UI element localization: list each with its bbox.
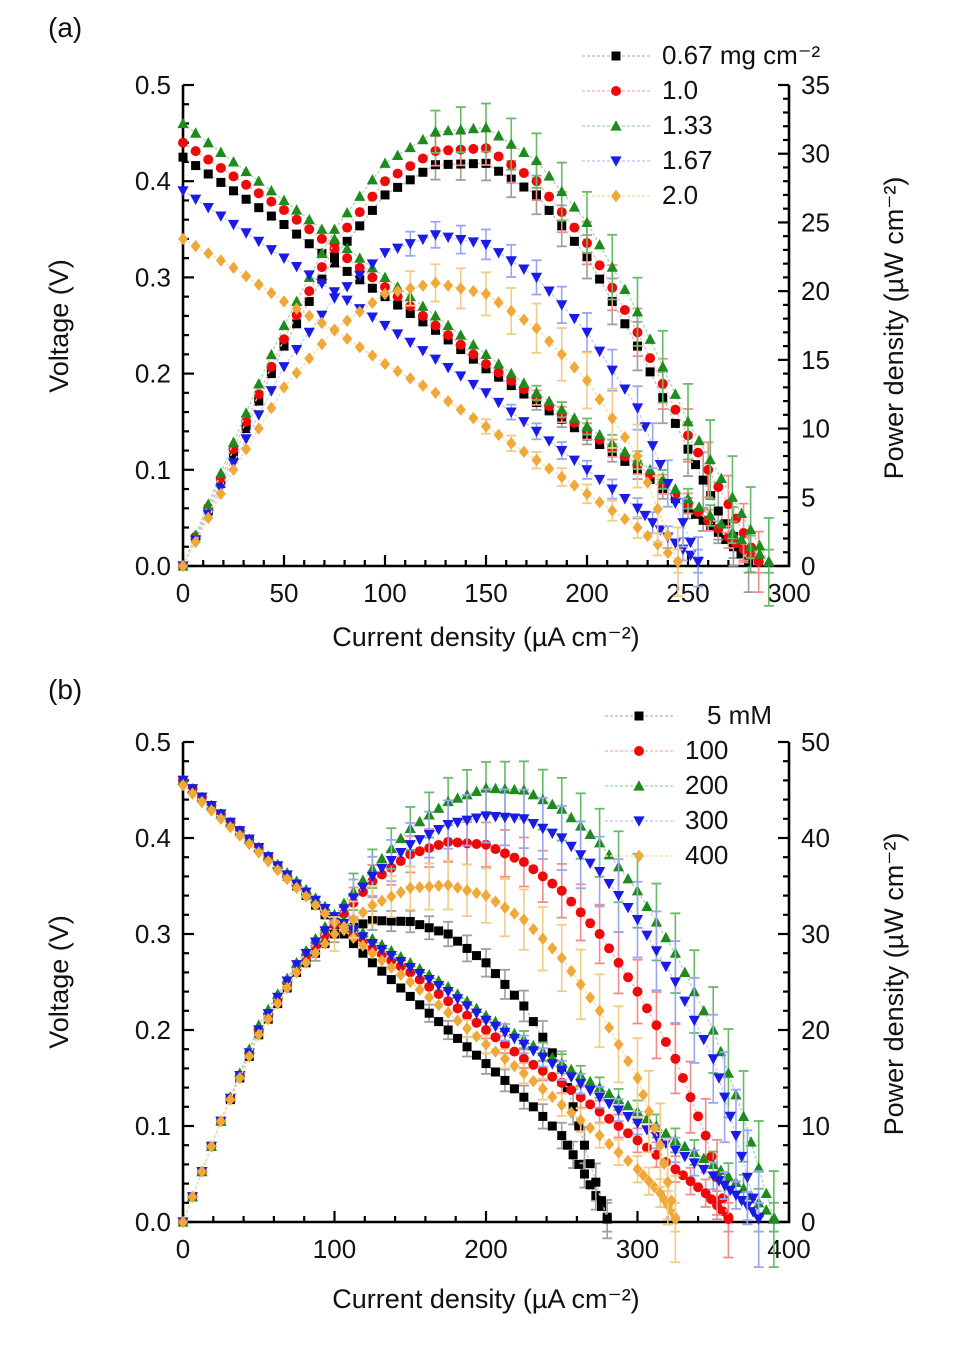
- legend-marker-triangle-up-icon: [603, 778, 675, 794]
- svg-text:0: 0: [176, 578, 190, 608]
- svg-text:50: 50: [801, 727, 830, 757]
- svg-text:10: 10: [801, 1111, 830, 1141]
- legend-item: 100: [603, 733, 772, 768]
- legend-marker-triangle-down-icon: [603, 813, 675, 829]
- legend-label: 1.67: [662, 145, 713, 175]
- panel-b-legend: 5 mM 100 200 300 400: [603, 698, 772, 873]
- legend-label: 1.33: [662, 110, 713, 140]
- svg-text:0: 0: [801, 1207, 815, 1237]
- svg-text:40: 40: [801, 823, 830, 853]
- panel-b-xaxis-title: Current density (µA cm⁻²): [332, 1284, 640, 1314]
- svg-text:200: 200: [464, 1234, 507, 1264]
- svg-text:200: 200: [565, 578, 608, 608]
- legend-label: 300: [685, 805, 729, 835]
- legend-item: 300: [603, 803, 772, 838]
- svg-text:0.1: 0.1: [135, 455, 171, 485]
- legend-item: 1.33: [580, 108, 820, 143]
- svg-text:25: 25: [801, 207, 830, 237]
- legend-label: 2.0: [662, 180, 699, 210]
- svg-text:30: 30: [801, 919, 830, 949]
- svg-text:0.2: 0.2: [135, 1015, 171, 1045]
- legend-marker-circle-icon: [580, 83, 652, 99]
- panel-a-left-yaxis-title: Voltage (V): [44, 259, 74, 393]
- svg-text:0.4: 0.4: [135, 166, 171, 196]
- svg-text:15: 15: [801, 345, 830, 375]
- legend-label: 100: [685, 735, 729, 765]
- svg-text:0: 0: [176, 1234, 190, 1264]
- panel-b-left-yaxis-title: Voltage (V): [44, 915, 74, 1049]
- svg-text:0.3: 0.3: [135, 919, 171, 949]
- svg-text:150: 150: [464, 578, 507, 608]
- legend-marker-square-icon: [603, 708, 675, 724]
- legend-item: 1.67: [580, 143, 820, 178]
- panel-a-label: (a): [48, 12, 83, 43]
- legend-item: 200: [603, 768, 772, 803]
- svg-text:0.4: 0.4: [135, 823, 171, 853]
- svg-text:35: 35: [801, 70, 830, 100]
- legend-item: 5 mM: [603, 698, 772, 733]
- legend-item: 0.67 mg cm⁻²: [580, 38, 820, 73]
- svg-text:0: 0: [801, 551, 815, 581]
- svg-text:300: 300: [767, 578, 810, 608]
- svg-text:0.3: 0.3: [135, 262, 171, 292]
- svg-text:100: 100: [363, 578, 406, 608]
- legend-label: 0.67 mg cm⁻²: [662, 40, 821, 70]
- svg-text:0.5: 0.5: [135, 727, 171, 757]
- svg-text:50: 50: [270, 578, 299, 608]
- legend-marker-triangle-up-icon: [580, 118, 652, 134]
- svg-text:0.5: 0.5: [135, 70, 171, 100]
- legend-marker-diamond-icon: [580, 188, 652, 204]
- panel-b-right-yaxis-title: Power density (µW cm⁻²): [879, 832, 909, 1136]
- legend-label: 200: [685, 770, 729, 800]
- legend-item: 2.0: [580, 178, 820, 213]
- svg-text:30: 30: [801, 139, 830, 169]
- legend-marker-circle-icon: [603, 743, 675, 759]
- svg-text:20: 20: [801, 276, 830, 306]
- legend-label: 1.0: [662, 75, 699, 105]
- svg-text:0.0: 0.0: [135, 551, 171, 581]
- legend-marker-triangle-down-icon: [580, 153, 652, 169]
- svg-text:0.0: 0.0: [135, 1207, 171, 1237]
- svg-text:10: 10: [801, 414, 830, 444]
- svg-text:0.2: 0.2: [135, 359, 171, 389]
- panel-b-label: (b): [48, 674, 83, 705]
- legend-label: 400: [685, 840, 729, 870]
- legend-marker-square-icon: [580, 48, 652, 64]
- panel-a-xaxis-title: Current density (µA cm⁻²): [332, 622, 640, 652]
- svg-text:300: 300: [616, 1234, 659, 1264]
- legend-item: 1.0: [580, 73, 820, 108]
- svg-text:250: 250: [666, 578, 709, 608]
- legend-label: 5 mM: [707, 700, 772, 730]
- legend-marker-diamond-icon: [603, 848, 675, 864]
- svg-text:20: 20: [801, 1015, 830, 1045]
- panel-a-legend: 0.67 mg cm⁻² 1.0 1.33 1.67 2.0: [580, 38, 820, 213]
- panel-a-right-yaxis-title: Power density (µW cm⁻²): [879, 176, 909, 480]
- svg-text:100: 100: [313, 1234, 356, 1264]
- svg-text:0.1: 0.1: [135, 1111, 171, 1141]
- legend-item: 400: [603, 838, 772, 873]
- svg-text:5: 5: [801, 482, 815, 512]
